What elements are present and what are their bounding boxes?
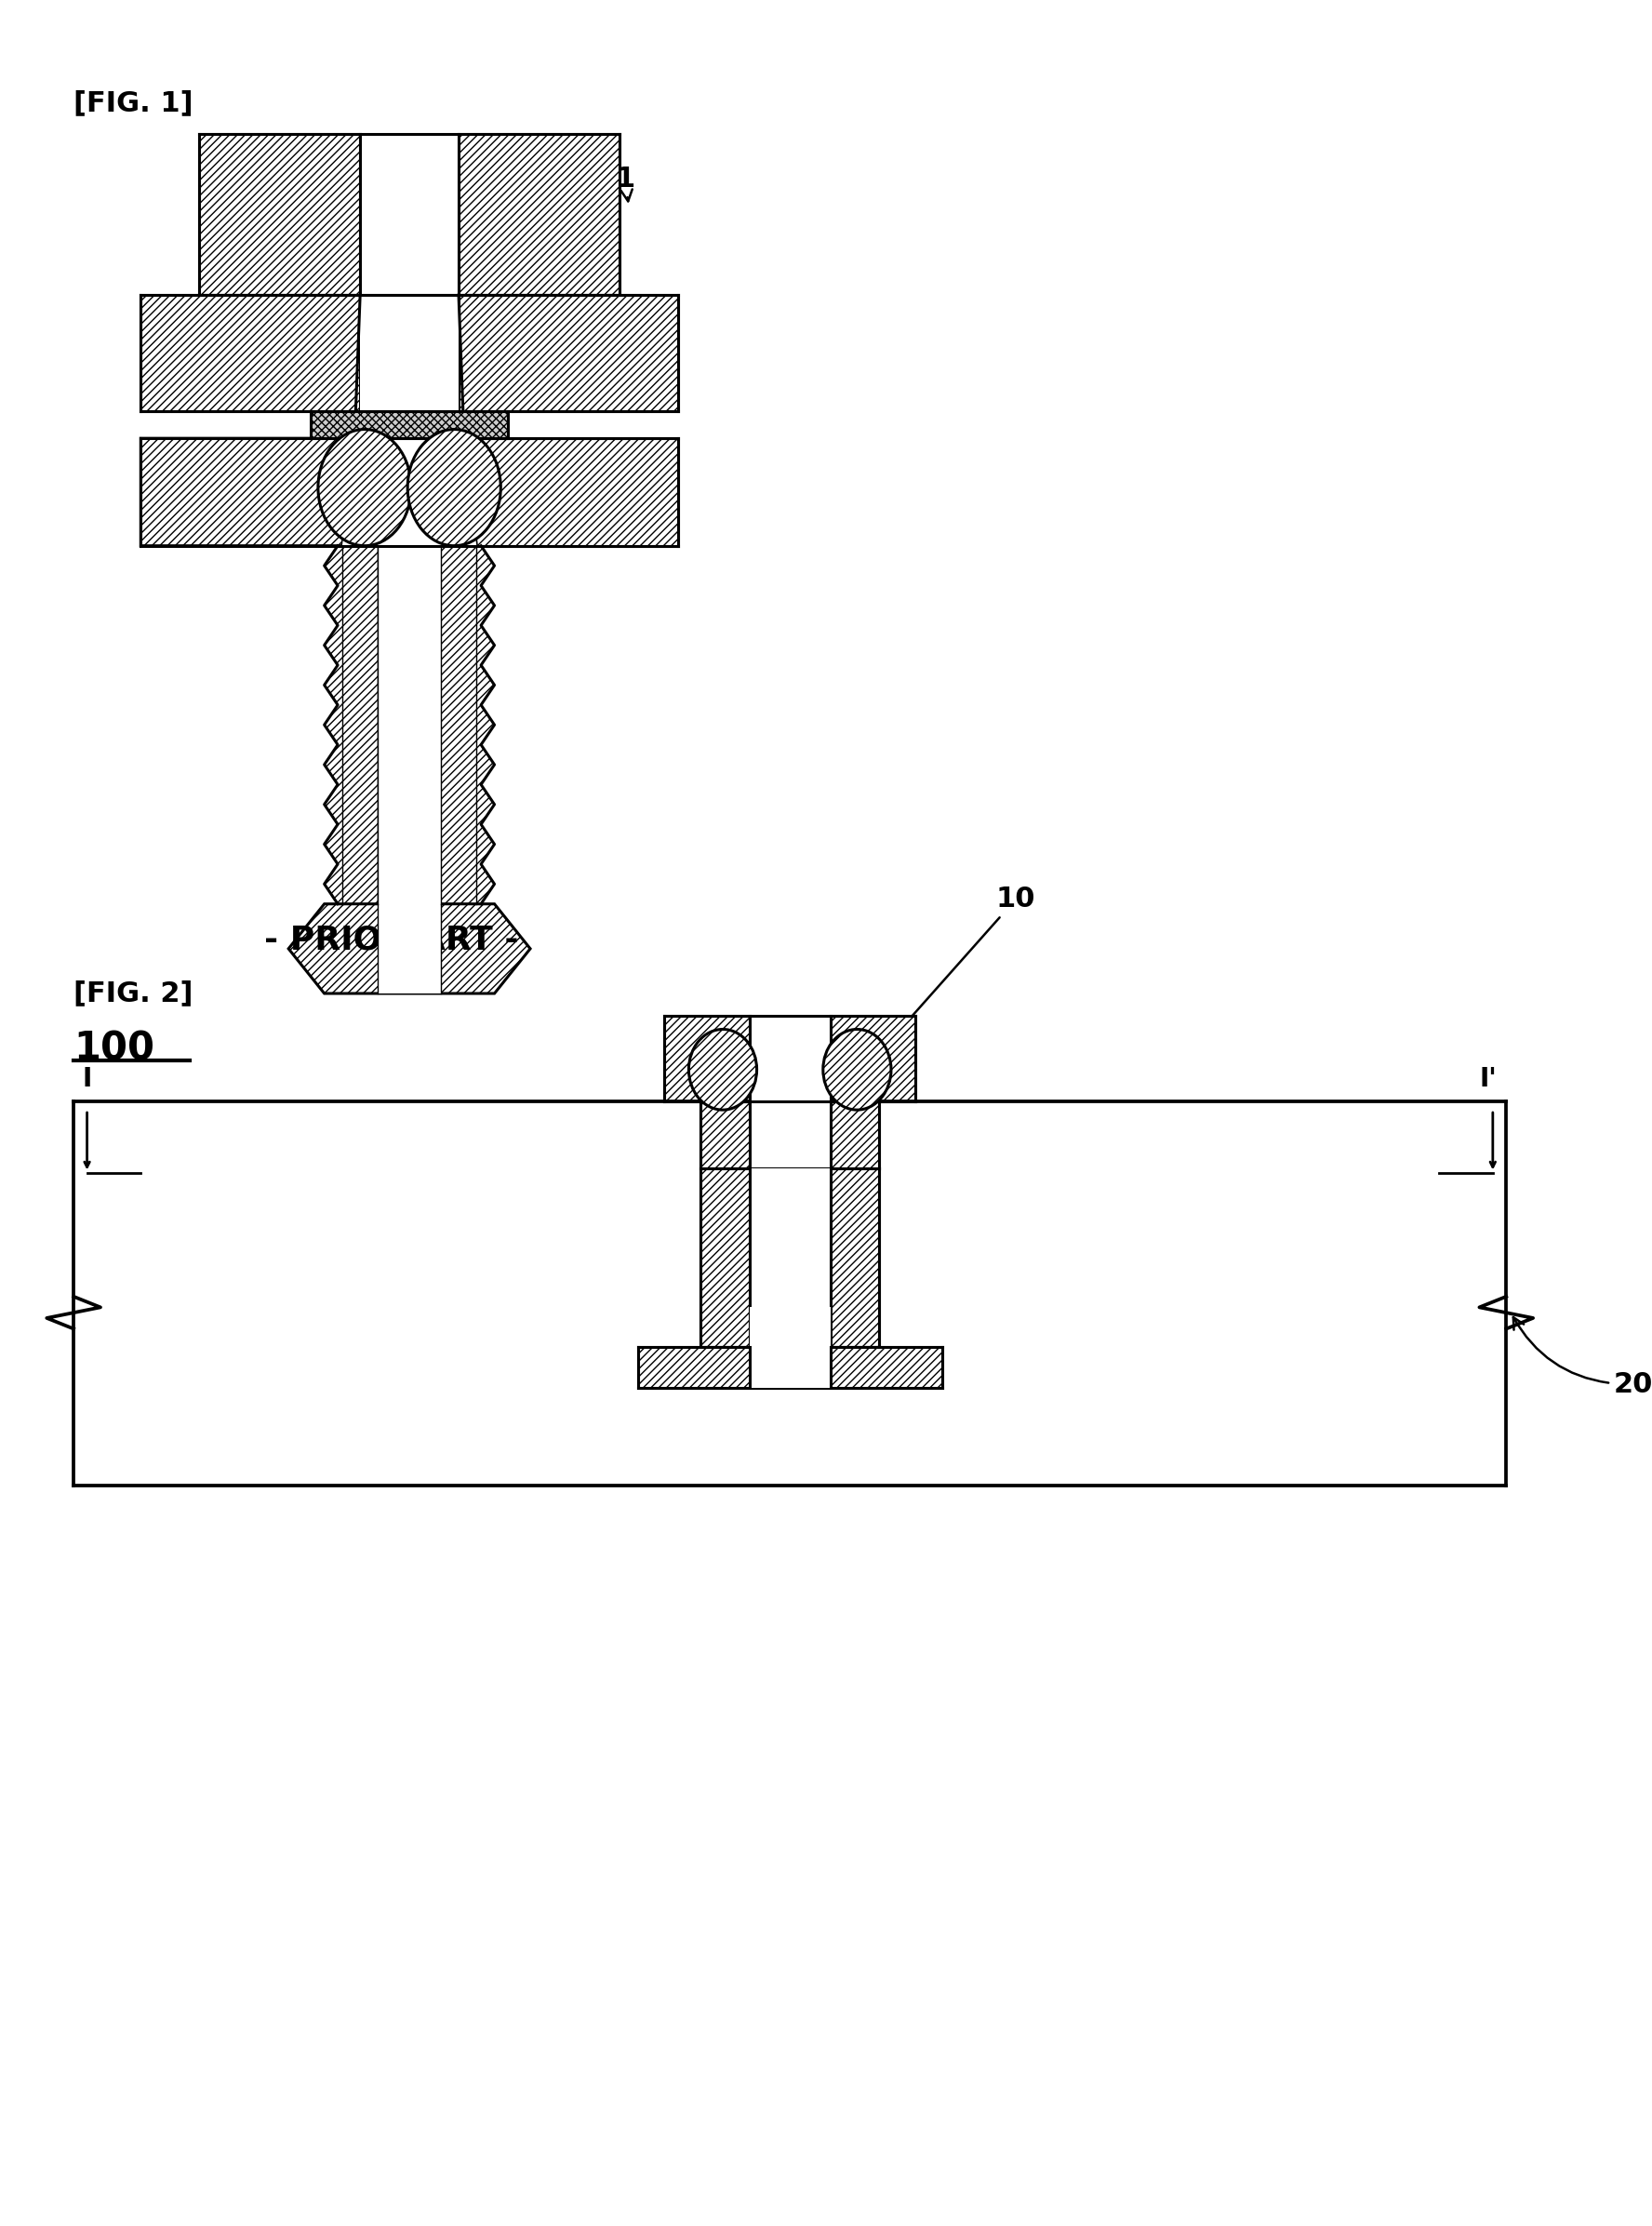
- Text: I': I': [1480, 1066, 1497, 1093]
- Polygon shape: [831, 1015, 915, 1102]
- Polygon shape: [700, 1102, 750, 1169]
- Polygon shape: [831, 1102, 879, 1169]
- Ellipse shape: [823, 1028, 890, 1111]
- Ellipse shape: [689, 1028, 757, 1111]
- Polygon shape: [664, 1015, 750, 1102]
- Bar: [360, 296, 459, 412]
- Text: [FIG. 2]: [FIG. 2]: [74, 979, 193, 1006]
- Text: [FIG. 1]: [FIG. 1]: [74, 89, 193, 116]
- Polygon shape: [140, 439, 355, 545]
- Bar: [750, 1307, 831, 1387]
- Polygon shape: [700, 1169, 750, 1347]
- Text: 20: 20: [1513, 1318, 1652, 1398]
- Polygon shape: [831, 1169, 879, 1347]
- Polygon shape: [342, 439, 476, 545]
- Text: 100: 100: [74, 1028, 155, 1068]
- Text: I: I: [83, 1066, 93, 1093]
- Text: 10: 10: [892, 886, 1036, 1040]
- Polygon shape: [289, 904, 530, 993]
- Bar: [378, 545, 441, 904]
- Polygon shape: [441, 545, 494, 904]
- Text: 1: 1: [615, 165, 634, 200]
- Polygon shape: [459, 296, 677, 412]
- Bar: [360, 134, 459, 296]
- Polygon shape: [140, 296, 360, 412]
- Bar: [750, 1169, 831, 1347]
- Text: - PRIOR ART -: - PRIOR ART -: [264, 924, 519, 955]
- Bar: [311, 412, 507, 439]
- Ellipse shape: [408, 430, 501, 545]
- Bar: [378, 904, 441, 993]
- Bar: [750, 1102, 831, 1169]
- Ellipse shape: [319, 430, 411, 545]
- Bar: [750, 1015, 831, 1102]
- Polygon shape: [198, 134, 360, 296]
- Polygon shape: [638, 1347, 942, 1387]
- Polygon shape: [324, 545, 378, 904]
- Polygon shape: [459, 134, 620, 296]
- Polygon shape: [463, 439, 677, 545]
